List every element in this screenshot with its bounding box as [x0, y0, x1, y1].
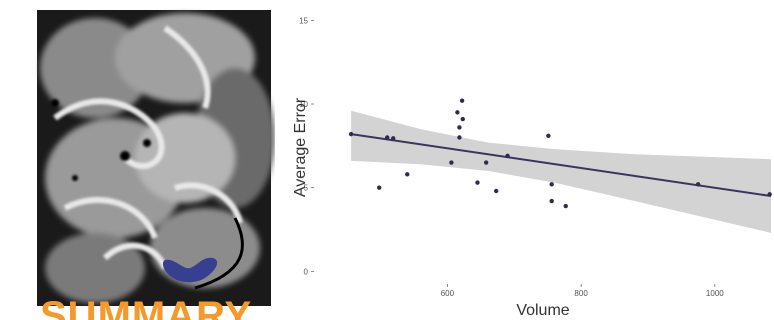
data-point: [449, 160, 453, 164]
data-point: [549, 182, 553, 186]
data-point: [385, 135, 389, 139]
mri-image: [35, 8, 275, 308]
data-point: [564, 204, 568, 208]
data-point: [391, 136, 395, 140]
data-point: [549, 199, 553, 203]
summary-heading: SUMMARY: [40, 296, 252, 320]
data-point: [377, 185, 381, 189]
data-point: [405, 172, 409, 176]
slide: SUMMARY 0510156008001000VolumeAverage Er…: [0, 0, 774, 320]
data-point: [767, 192, 771, 196]
data-point: [457, 125, 461, 129]
x-tick-label: 800: [574, 289, 588, 298]
y-axis-title: Average Error: [294, 97, 309, 197]
data-point: [494, 189, 498, 193]
data-point: [460, 98, 464, 102]
data-point: [455, 110, 459, 114]
data-point: [461, 117, 465, 121]
data-point: [696, 182, 700, 186]
x-axis-title: Volume: [516, 302, 569, 318]
y-tick-label: 15: [299, 16, 308, 25]
data-point: [546, 134, 550, 138]
x-tick-label: 600: [441, 289, 455, 298]
y-tick-label: 0: [304, 267, 309, 276]
data-point: [484, 160, 488, 164]
x-tick-label: 1000: [706, 289, 724, 298]
data-point: [349, 132, 353, 136]
data-point: [505, 154, 509, 158]
data-point: [457, 135, 461, 139]
confidence-band: [351, 111, 771, 233]
data-point: [475, 180, 479, 184]
